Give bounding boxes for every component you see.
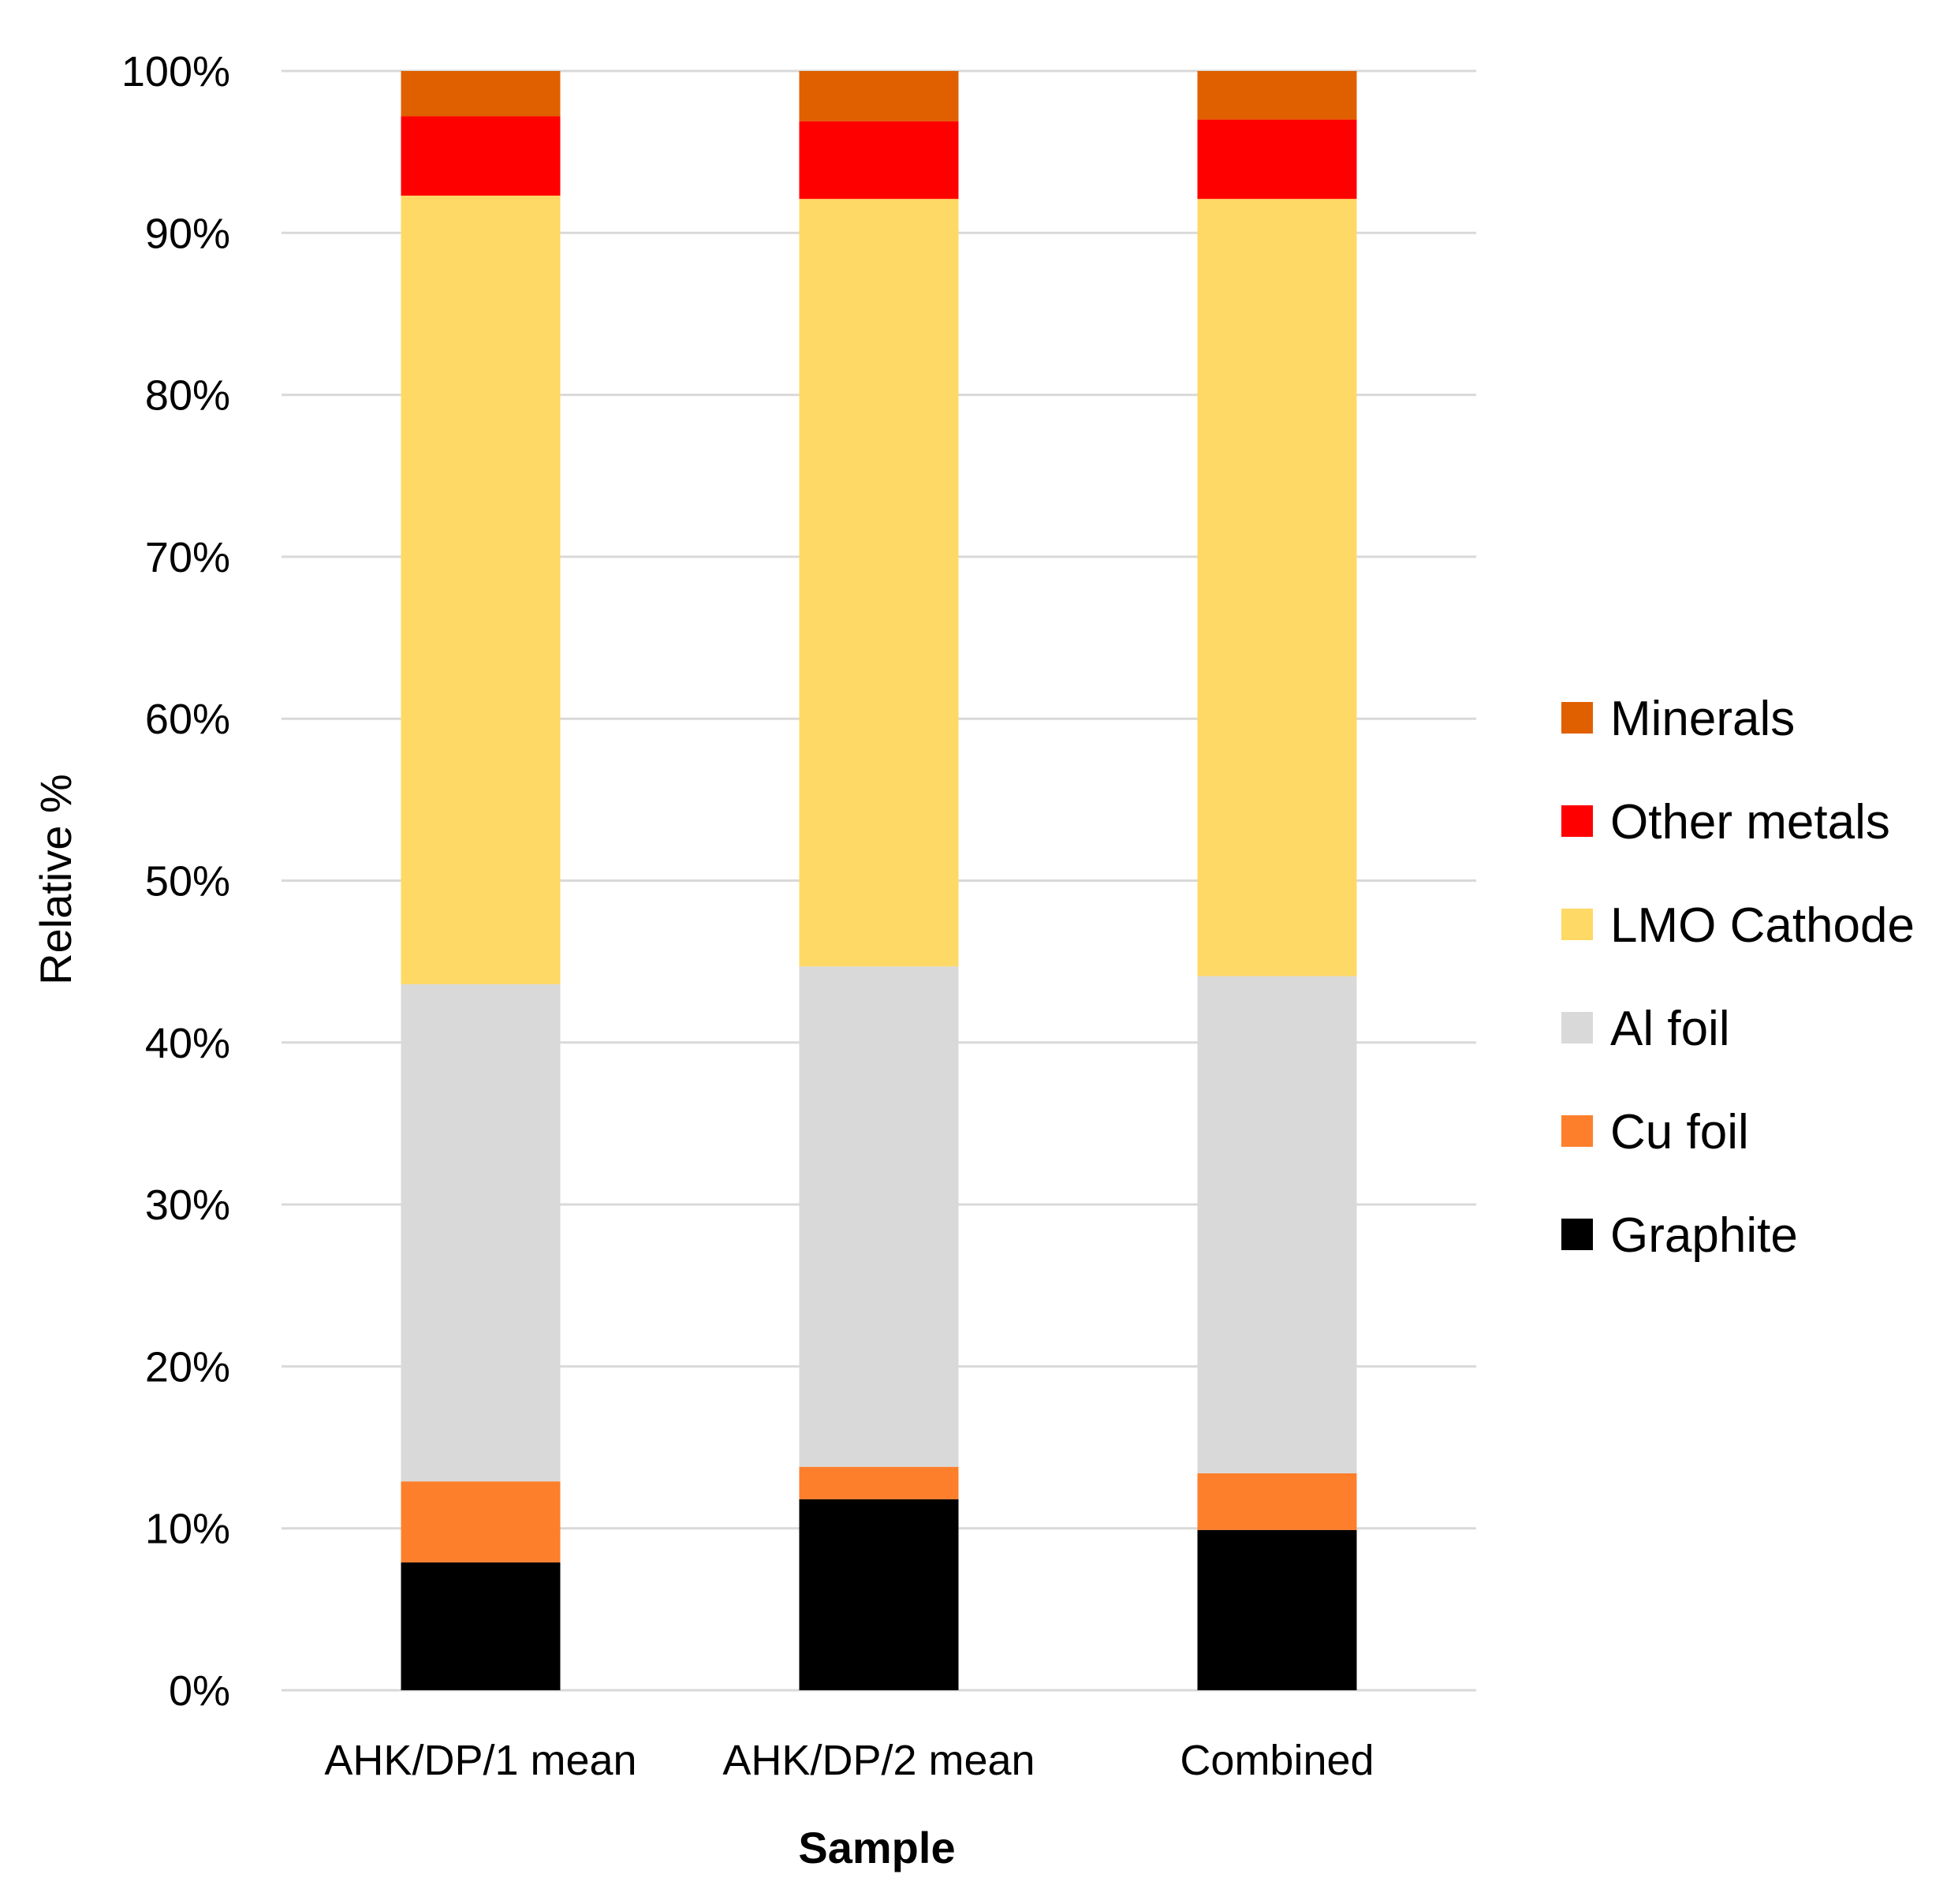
y-tick-label: 100%: [121, 48, 230, 95]
legend-label: Graphite: [1610, 1208, 1798, 1263]
y-tick-label: 80%: [145, 372, 230, 420]
bar-segment: [1197, 71, 1357, 120]
y-tick-label: 70%: [145, 534, 230, 581]
x-axis-tick-labels: AHK/DP/1 mean AHK/DP/2 mean Combined: [324, 1737, 1374, 1784]
legend-label: Cu foil: [1610, 1105, 1749, 1159]
legend-swatch: [1561, 909, 1593, 940]
legend-label: LMO Cathode: [1610, 898, 1915, 953]
legend: Minerals Other metals LMO Cathode Al foil Cu…: [1561, 692, 1915, 1263]
bar-segment: [1197, 199, 1357, 976]
y-axis-title: Relative %: [31, 774, 80, 985]
bar-segment: [799, 199, 959, 967]
bar-segment: [401, 1562, 561, 1690]
y-tick-label: 90%: [145, 210, 230, 257]
bar-segment: [799, 121, 959, 200]
legend-label: Other metals: [1610, 795, 1890, 849]
legend-swatch: [1561, 1012, 1593, 1043]
y-axis-tick-labels: 0% 10% 20% 30% 40% 50% 60% 70% 80% 90% 100%: [121, 48, 230, 1715]
bar-segment: [799, 1466, 959, 1499]
bar-segment: [799, 1499, 959, 1690]
y-tick-label: 60%: [145, 696, 230, 743]
bar-segment: [1197, 1529, 1357, 1690]
x-axis-title: Sample: [798, 1823, 955, 1872]
y-tick-label: 10%: [145, 1506, 230, 1553]
x-tick-label: Combined: [1180, 1737, 1374, 1784]
bar-segment: [1197, 976, 1357, 1473]
y-tick-label: 40%: [145, 1020, 230, 1067]
bar-segment: [799, 966, 959, 1467]
y-tick-label: 0%: [169, 1667, 230, 1715]
legend-swatch: [1561, 1115, 1593, 1147]
legend-swatch: [1561, 702, 1593, 734]
bar-segment: [799, 71, 959, 121]
bar-segment: [401, 71, 561, 117]
legend-swatch: [1561, 805, 1593, 837]
bar-segment: [1197, 119, 1357, 200]
bar-segment: [1197, 1473, 1357, 1530]
x-tick-label: AHK/DP/1 mean: [324, 1737, 636, 1784]
x-tick-label: AHK/DP/2 mean: [722, 1737, 1035, 1784]
y-tick-label: 30%: [145, 1182, 230, 1229]
legend-label: Minerals: [1610, 692, 1795, 746]
y-tick-label: 20%: [145, 1343, 230, 1391]
y-tick-label: 50%: [145, 858, 230, 905]
legend-swatch: [1561, 1219, 1593, 1250]
bar-segment: [401, 196, 561, 984]
legend-label: Al foil: [1610, 1002, 1730, 1056]
bars: [401, 71, 1357, 1690]
bar-segment: [401, 116, 561, 196]
bar-segment: [401, 1481, 561, 1562]
bar-segment: [401, 984, 561, 1482]
